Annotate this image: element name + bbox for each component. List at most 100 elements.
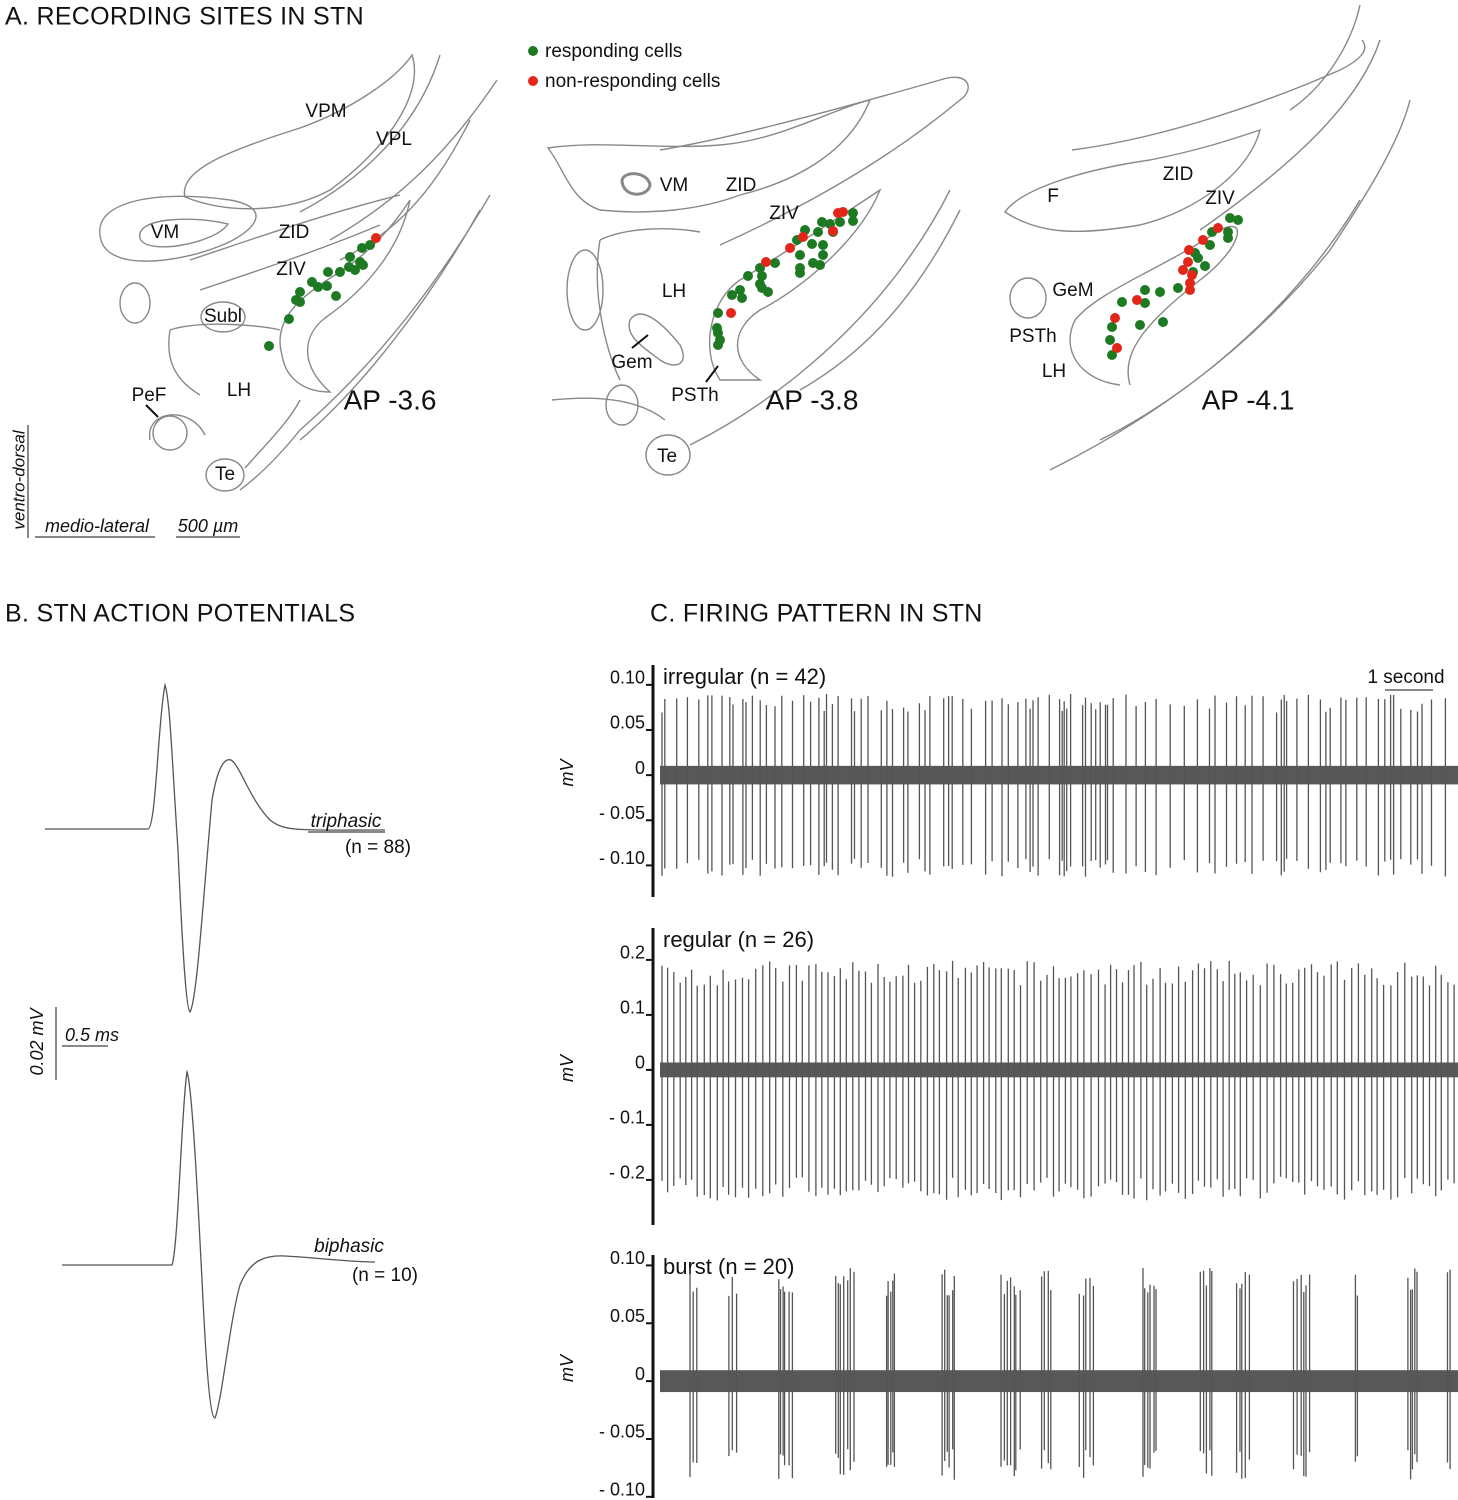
responding-cell (713, 308, 723, 318)
non-responding-cell (1110, 313, 1120, 323)
responding-cell (743, 271, 753, 281)
non-responding-cell (1198, 235, 1208, 245)
trace-label: burst (n = 20) (663, 1254, 794, 1279)
responding-cell (835, 217, 845, 227)
y-tick-label: - 0.05 (599, 803, 645, 823)
region-label: Te (657, 446, 677, 467)
responding-cell (264, 341, 274, 351)
responding-cell (1205, 240, 1215, 250)
panel-title: C. FIRING PATTERN IN STN (650, 600, 983, 628)
responding-cell (818, 250, 828, 260)
responding-cell (727, 290, 737, 300)
y-tick-label: 0 (635, 1053, 645, 1073)
waveform (62, 1069, 376, 1419)
y-tick-label: - 0.10 (599, 1480, 645, 1500)
region-label: VM (660, 175, 689, 196)
axis-label: mV (557, 758, 577, 787)
scale-label: 500 µm (178, 516, 238, 536)
responding-cell (358, 260, 368, 270)
non-responding-cell (785, 243, 795, 253)
responding-cell (331, 291, 341, 301)
non-responding-cell (1187, 270, 1197, 280)
responding-cell (322, 281, 332, 291)
pointer (631, 334, 649, 349)
axis-label: mV (557, 1053, 577, 1082)
non-responding-cell (1132, 295, 1142, 305)
region-label: Subl (204, 306, 242, 327)
responding-cell (757, 271, 767, 281)
non-responding-cell (761, 257, 771, 267)
pointer (145, 404, 159, 418)
responding-cell (1135, 320, 1145, 330)
responding-cell (1155, 287, 1165, 297)
y-tick-label: 0.1 (620, 998, 645, 1018)
region-label: ZID (726, 175, 757, 196)
responding-cell (763, 287, 773, 297)
scale-label: 0.02 mV (27, 1006, 47, 1075)
waveform-count: (n = 10) (352, 1265, 418, 1286)
y-tick-label: 0.05 (610, 1306, 645, 1326)
y-tick-label: 0.05 (610, 713, 645, 733)
responding-cell (848, 216, 858, 226)
responding-cell (365, 240, 375, 250)
responding-cell (1117, 297, 1127, 307)
responding-cell (345, 252, 355, 262)
responding-cell (335, 267, 345, 277)
region-labels: VPM VPL VM ZID ZIV Subl LH PeF Te AP -3.6 VM ZID ZIV… (132, 101, 1295, 485)
responding-cell (1158, 317, 1168, 327)
non-responding-cell (1178, 265, 1188, 275)
region-label: Gem (611, 352, 652, 373)
waveform-label: triphasic (311, 811, 382, 832)
responding-cell (848, 208, 858, 218)
responding-cell (735, 285, 745, 295)
scale-label: 1 second (1367, 667, 1444, 688)
non-responding-cell (1213, 223, 1223, 233)
y-tick-label: 0 (635, 1364, 645, 1384)
region-label: ZIV (769, 203, 799, 224)
legend-label: non-responding cells (545, 71, 720, 92)
responding-cell (323, 267, 333, 277)
y-tick-label: - 0.1 (609, 1108, 645, 1128)
responding-cell (815, 260, 825, 270)
region-label: VM (151, 222, 180, 243)
legend-dot (528, 46, 538, 56)
panel-title: B. STN ACTION POTENTIALS (5, 600, 355, 628)
section-label: AP -3.6 (344, 384, 437, 415)
responding-cell (813, 227, 823, 237)
region-label: LH (662, 281, 686, 302)
non-responding-cell (1185, 278, 1195, 288)
responding-cell (295, 287, 305, 297)
region-label: PSTh (671, 385, 719, 406)
non-responding-cell (798, 232, 808, 242)
responding-cell (817, 217, 827, 227)
axis-label: ventro-dorsal (9, 429, 28, 529)
non-responding-cell (1184, 245, 1194, 255)
responding-cell (284, 314, 294, 324)
responding-cell (350, 265, 360, 275)
region-label: ZID (1163, 164, 1194, 185)
noise-band (660, 1370, 1458, 1393)
cell-dots (264, 207, 1243, 360)
responding-cell (295, 297, 305, 307)
region-label: LH (227, 380, 251, 401)
non-responding-cell (1112, 343, 1122, 353)
responding-cell (1173, 283, 1183, 293)
non-responding-cell (838, 207, 848, 217)
region-label: PSTh (1009, 326, 1057, 347)
responding-cell (807, 239, 817, 249)
trace-label: irregular (n = 42) (663, 664, 826, 689)
non-responding-cell (1185, 285, 1195, 295)
region-label: GeM (1052, 280, 1093, 301)
responding-cell (1140, 298, 1150, 308)
section-label: AP -3.8 (766, 384, 859, 415)
non-responding-cell (726, 308, 736, 318)
responding-cell (1233, 215, 1243, 225)
responding-cell (818, 240, 828, 250)
responding-cell (713, 340, 723, 350)
spikes (661, 960, 1455, 1201)
scale-label: 0.5 ms (65, 1025, 119, 1045)
y-tick-label: - 0.05 (599, 1422, 645, 1442)
responding-cell (1200, 261, 1210, 271)
spikes (689, 1267, 1451, 1480)
